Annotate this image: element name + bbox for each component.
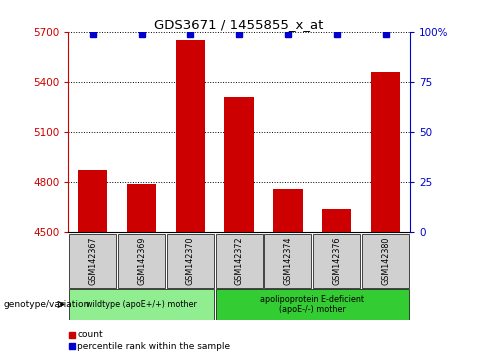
Text: genotype/variation: genotype/variation [4, 300, 90, 309]
Text: GSM142374: GSM142374 [284, 237, 292, 285]
FancyBboxPatch shape [216, 289, 409, 320]
Text: count: count [77, 330, 102, 339]
FancyBboxPatch shape [118, 234, 165, 288]
Text: percentile rank within the sample: percentile rank within the sample [77, 342, 230, 351]
Text: GSM142367: GSM142367 [88, 237, 97, 285]
Bar [224, 97, 254, 232]
Text: GSM142376: GSM142376 [332, 237, 341, 285]
FancyBboxPatch shape [69, 289, 214, 320]
Bar [78, 170, 107, 232]
Bar [176, 40, 205, 232]
FancyBboxPatch shape [216, 234, 263, 288]
FancyBboxPatch shape [362, 234, 409, 288]
Title: GDS3671 / 1455855_x_at: GDS3671 / 1455855_x_at [154, 18, 324, 31]
Text: wildtype (apoE+/+) mother: wildtype (apoE+/+) mother [86, 300, 197, 309]
FancyBboxPatch shape [69, 234, 116, 288]
FancyBboxPatch shape [167, 234, 214, 288]
Bar [273, 189, 303, 232]
Text: apolipoprotein E-deficient
(apoE-/-) mother: apolipoprotein E-deficient (apoE-/-) mot… [260, 295, 365, 314]
Text: GSM142369: GSM142369 [137, 237, 146, 285]
Text: GSM142372: GSM142372 [235, 237, 244, 285]
Text: GSM142380: GSM142380 [381, 237, 390, 285]
FancyBboxPatch shape [313, 234, 360, 288]
Bar [322, 209, 351, 232]
FancyBboxPatch shape [264, 234, 311, 288]
Bar [371, 72, 400, 232]
Bar [127, 183, 156, 232]
Text: GSM142370: GSM142370 [186, 237, 195, 285]
